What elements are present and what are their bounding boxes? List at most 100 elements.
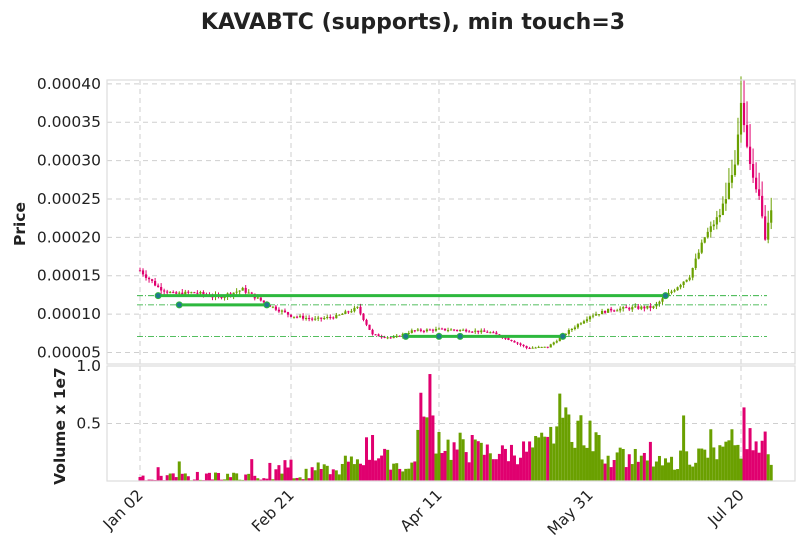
candle-body — [495, 332, 498, 335]
volume-bar — [642, 452, 646, 481]
volume-bar — [606, 455, 610, 481]
volume-bar — [368, 459, 372, 481]
volume-bar — [612, 459, 616, 481]
price-y-tick-labels: 0.00005 0.00010 0.00015 0.00020 0.00025 0.000… — [37, 75, 101, 362]
volume-bar — [670, 456, 674, 481]
candle-body — [670, 291, 673, 293]
volume-bar — [639, 455, 643, 481]
price-y-tick: 0.00030 — [37, 152, 101, 170]
volume-bar — [410, 462, 414, 481]
volume-bar — [352, 464, 356, 481]
volume-bar — [229, 477, 233, 481]
volume-bar — [531, 447, 535, 481]
x-tick: Feb 21 — [248, 486, 298, 536]
candle-body — [761, 195, 764, 217]
volume-bar — [603, 463, 607, 481]
candle-body — [658, 301, 661, 304]
volume-bar — [443, 450, 447, 481]
volume-bar — [165, 475, 169, 481]
volume-bar — [283, 460, 287, 481]
volume-bar — [769, 464, 773, 481]
volume-bar — [703, 449, 707, 481]
volume-bar — [349, 456, 353, 481]
volume-axis-label: Volume x 1e7 — [51, 367, 69, 485]
volume-bar — [253, 475, 257, 481]
volume-bar — [552, 443, 556, 481]
volume-bar — [141, 475, 145, 481]
volume-bar — [645, 460, 649, 481]
candle-body — [691, 268, 694, 278]
volume-bar — [594, 432, 598, 481]
candle-body — [676, 287, 679, 291]
candle-body — [465, 329, 468, 332]
candle-body — [368, 324, 371, 330]
volume-bar — [615, 452, 619, 481]
volume-bar — [265, 478, 269, 481]
candle-body — [256, 297, 259, 299]
volume-bar — [235, 473, 239, 481]
candle-body — [540, 346, 543, 348]
volume-bar — [663, 458, 667, 481]
volume-bar — [398, 468, 402, 481]
volume-y-tick-labels: 0.5 1.0 — [76, 357, 101, 433]
volume-bar — [688, 464, 692, 481]
candle-body — [597, 314, 601, 316]
volume-bar — [467, 462, 471, 481]
volume-bar — [618, 447, 622, 481]
price-y-tick: 0.00005 — [37, 343, 101, 361]
volume-bar — [760, 440, 764, 481]
candle-body — [292, 316, 296, 318]
candle-body — [652, 306, 655, 308]
volume-bar — [147, 479, 151, 481]
candle-body — [591, 315, 595, 317]
volume-bar — [721, 446, 725, 481]
volume-bar — [540, 432, 544, 481]
volume-bar — [395, 463, 399, 481]
candle-body — [199, 291, 202, 294]
price-panel: 0.00005 0.00010 0.00015 0.00020 0.00025 0.000… — [11, 75, 796, 365]
volume-bar — [757, 452, 761, 481]
volume-bar — [156, 467, 160, 481]
candle-body — [603, 310, 607, 313]
candle-body — [187, 291, 190, 293]
candle-body — [736, 134, 740, 165]
volume-bar — [745, 449, 749, 481]
candle-body — [492, 332, 495, 334]
volume-bar — [322, 464, 326, 481]
candle-body — [344, 311, 347, 314]
volume-bar — [588, 420, 592, 481]
candle-body — [332, 317, 335, 319]
volume-bar — [416, 429, 420, 481]
volume-bar — [171, 473, 175, 481]
volume-bar — [558, 393, 562, 481]
volume-bar — [464, 452, 468, 481]
volume-bar — [226, 473, 230, 481]
volume-bar — [676, 469, 680, 481]
volume-bar — [621, 448, 625, 481]
volume-bar — [365, 437, 369, 481]
candle-body — [446, 330, 450, 332]
volume-bar — [685, 451, 689, 481]
candle-body — [350, 311, 353, 313]
volume-bar — [217, 472, 221, 481]
volume-bar — [579, 415, 583, 481]
candle-body — [160, 286, 163, 291]
volume-bar — [570, 441, 574, 481]
candle-body — [622, 307, 625, 309]
candle-body — [428, 329, 432, 331]
volume-bar — [316, 462, 320, 481]
volume-bar — [709, 429, 713, 481]
support-touch-point — [456, 332, 464, 340]
candle-body — [697, 252, 700, 259]
candle-body — [631, 307, 634, 310]
candle-body — [700, 242, 703, 253]
candle-body — [410, 330, 413, 333]
volume-bar — [437, 432, 441, 481]
volume-bar — [383, 448, 387, 481]
candle-body — [163, 290, 166, 292]
volume-bar — [522, 441, 526, 481]
volume-bar — [449, 459, 453, 481]
candle-body — [178, 292, 181, 294]
volume-bar — [256, 478, 260, 481]
